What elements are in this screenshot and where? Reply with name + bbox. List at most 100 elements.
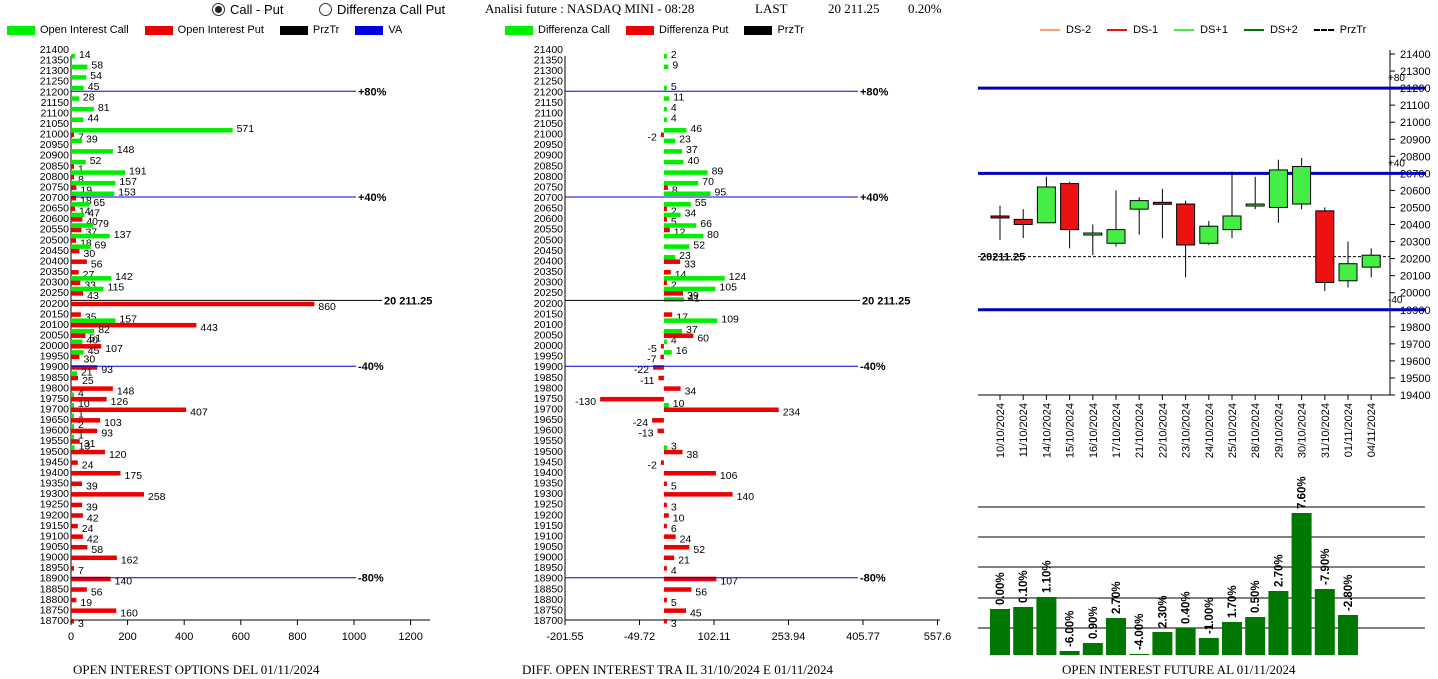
strike-label-1-20750: 20750 <box>534 181 563 193</box>
call-bar-1-20650 <box>663 202 691 207</box>
radio-differenza-indicator[interactable] <box>319 3 332 16</box>
strike-label-1-21150: 21150 <box>535 97 564 109</box>
radio-call-put[interactable]: Call - Put <box>212 2 283 17</box>
put-bar-1-18950 <box>663 566 667 571</box>
put-value-0-18800: 19 <box>80 597 92 609</box>
call-value-1-20250: 105 <box>719 282 737 294</box>
call-value-0-19850: 21 <box>81 366 93 378</box>
strike-label-0-20650: 20650 <box>40 203 69 215</box>
put-bar-0-20350 <box>71 270 79 275</box>
put-value-1-19850: -11 <box>640 375 655 387</box>
strike-label-0-20550: 20550 <box>40 224 69 236</box>
strike-label-1-20300: 20300 <box>534 277 563 289</box>
pct-bar-13 <box>1291 513 1312 655</box>
strike-label-1-18900: 18900 <box>534 573 563 585</box>
strike-label-1-20400: 20400 <box>534 255 563 267</box>
put-bar-0-19800 <box>71 386 113 391</box>
call-bar-0-20900 <box>71 149 113 154</box>
strike-label-0-19000: 19000 <box>40 552 69 564</box>
put-bar-0-18700 <box>71 619 74 624</box>
call-bar-0-19550 <box>71 434 74 440</box>
put-value-1-18750: 45 <box>690 607 702 619</box>
strike-label-1-20250: 20250 <box>534 287 563 299</box>
strike-label-0-21100: 21100 <box>41 107 70 119</box>
put-bar-0-19450 <box>71 460 78 465</box>
va-label-0-2: -40% <box>358 361 384 373</box>
strike-label-1-19900: 19900 <box>534 361 563 373</box>
strike-label-0-19650: 19650 <box>40 414 69 426</box>
strike-label-1-18950: 18950 <box>534 562 563 574</box>
call-value-0-20800: 191 <box>129 165 147 177</box>
call-bar-1-20700 <box>663 191 711 196</box>
strike-label-1-21000: 21000 <box>534 129 563 141</box>
put-value-0-19850: 25 <box>82 375 94 387</box>
put-value-0-20500: 18 <box>80 237 92 249</box>
radio-call-put-indicator[interactable] <box>212 3 225 16</box>
legend-diff-prztr-label: PrzTr <box>777 24 804 36</box>
put-bar-1-18700 <box>663 619 667 624</box>
strike-label-0-19500: 19500 <box>40 446 69 458</box>
call-value-0-21050: 44 <box>87 112 99 124</box>
put-bar-0-19900 <box>71 365 98 370</box>
call-bar-0-19850 <box>71 371 77 376</box>
strike-label-0-19750: 19750 <box>40 393 69 405</box>
call-value-1-20200: 41 <box>688 292 700 304</box>
pct-bar-0 <box>990 609 1010 655</box>
strike-label-0-20100: 20100 <box>40 319 69 331</box>
strike-label-0-18950: 18950 <box>40 562 69 574</box>
strike-label-1-20450: 20450 <box>534 245 563 257</box>
put-value-0-19650: 103 <box>104 417 122 429</box>
put-value-0-20300: 33 <box>84 280 96 292</box>
legend-prztr-future: PrzTr <box>1313 24 1366 36</box>
legend-future: DS-2 DS-1 DS+1 DS+2 PrzTr <box>1040 24 1382 36</box>
pct-bar-9 <box>1198 638 1219 655</box>
put-bar-0-19500 <box>71 449 105 455</box>
put-bar-1-19050 <box>663 544 690 550</box>
radio-differenza[interactable]: Differenza Call Put <box>319 2 445 17</box>
put-bar-0-18950 <box>71 566 74 571</box>
call-value-1-20850: 40 <box>688 155 700 167</box>
radio-call-put-label: Call - Put <box>230 2 284 17</box>
put-value-1-20600: 5 <box>671 216 677 228</box>
call-bar-0-19750 <box>71 392 74 397</box>
pct-label-5: 2.70% <box>1111 581 1123 614</box>
future-y-tick-label-1: 19500 <box>1400 373 1431 385</box>
put-value-0-19000: 162 <box>121 555 139 567</box>
x-tick-label-0-0: 0 <box>68 631 74 643</box>
call-value-1-20550: 66 <box>700 218 712 230</box>
strike-label-1-19500: 19500 <box>534 446 563 458</box>
call-bar-0-20500 <box>71 233 110 239</box>
call-value-1-21200: 5 <box>671 81 677 93</box>
strike-label-1-19100: 19100 <box>534 530 563 542</box>
legend-put-label: Open Interest Put <box>177 24 264 36</box>
call-bar-1-20850 <box>663 159 684 165</box>
strike-label-0-19150: 19150 <box>40 520 69 532</box>
put-value-1-19000: 21 <box>678 555 690 567</box>
put-bar-0-20200 <box>71 301 315 307</box>
strike-label-0-19450: 19450 <box>40 456 69 468</box>
call-value-0-20850: 52 <box>90 155 102 167</box>
legend-ds-2-label: DS-2 <box>1066 24 1092 36</box>
call-value-0-20300: 142 <box>115 271 133 283</box>
legend-ds-1: DS-1 <box>1107 24 1158 36</box>
future-date-label-6: 21/10/2024 <box>1134 403 1146 458</box>
put-value-0-19100: 42 <box>87 533 99 545</box>
put-value-1-21000: -2 <box>648 132 657 144</box>
call-value-0-21200: 45 <box>88 81 100 93</box>
put-bar-0-20800 <box>71 174 74 180</box>
future-date-label-2: 14/10/2024 <box>1041 403 1053 458</box>
future-y-tick-label-16: 21000 <box>1400 117 1431 129</box>
call-bar-1-20500 <box>663 233 704 239</box>
strike-label-0-19550: 19550 <box>40 435 69 447</box>
put-bar-0-20050 <box>71 333 86 338</box>
candle-body-2 <box>1036 186 1056 224</box>
put-value-1-20650: 2 <box>671 206 677 218</box>
strike-label-0-20850: 20850 <box>40 160 69 172</box>
future-date-label-5: 17/10/2024 <box>1111 403 1123 458</box>
strike-label-1-21100: 21100 <box>535 107 564 119</box>
put-bar-1-19900 <box>653 365 664 370</box>
put-value-1-19200: 10 <box>673 512 685 524</box>
strike-label-1-19650: 19650 <box>534 414 563 426</box>
strike-label-1-21300: 21300 <box>534 65 563 77</box>
call-value-1-21050: 4 <box>671 112 677 124</box>
